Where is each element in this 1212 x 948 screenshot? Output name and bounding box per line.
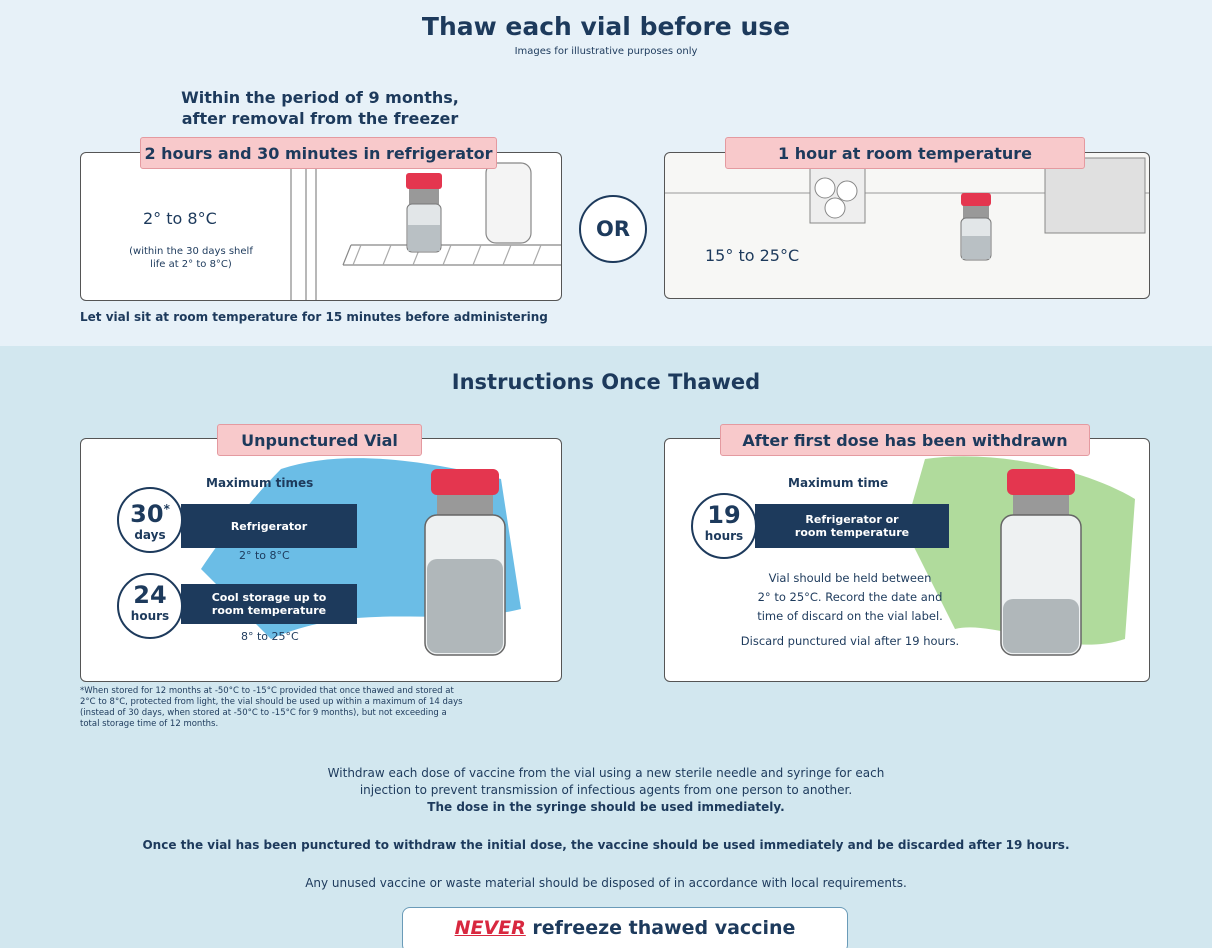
time-badge: 30* days	[117, 487, 183, 553]
body-line: time of discard on the vial label.	[725, 607, 975, 626]
unpunctured-illustration	[81, 439, 561, 681]
range: 2° to 8°C	[239, 549, 290, 562]
never-text: refreeze thawed vaccine	[526, 917, 796, 939]
footnote-line: total storage time of 12 months.	[80, 719, 463, 730]
bar-line: room temperature	[212, 604, 326, 617]
body: Vial should be held between 2° to 25°C. …	[725, 569, 975, 651]
intro: Within the period of 9 months, after rem…	[120, 87, 520, 129]
title: Thaw each vial before use	[0, 12, 1212, 41]
footnote-line: *When stored for 12 months at -50°C to -…	[80, 686, 463, 697]
or-badge: OR	[579, 195, 647, 263]
discard: Discard punctured vial after 19 hours.	[725, 632, 975, 651]
body-line: Vial should be held between	[725, 569, 975, 588]
punctured-panel: Maximum time Refrigerator or room temper…	[664, 438, 1150, 682]
time-badge: 19 hours	[691, 493, 757, 559]
footnote-line: (instead of 30 days, when stored at -50°…	[80, 708, 463, 719]
temp: 2° to 8°C	[143, 209, 217, 228]
punctured-label: After first dose has been withdrawn	[720, 424, 1090, 456]
number: 19	[693, 501, 755, 529]
unit: hours	[693, 529, 755, 543]
never-emphasis: NEVER	[455, 917, 526, 939]
unit: hours	[119, 609, 181, 623]
paragraph-line: Withdraw each dose of vaccine from the v…	[0, 765, 1212, 782]
section-title: Instructions Once Thawed	[0, 370, 1212, 394]
asterisk: *	[164, 502, 170, 516]
unpunctured-panel: Maximum times Refrigerator 2° to 8°C 30*…	[80, 438, 562, 682]
bar-line: room temperature	[795, 526, 909, 539]
intro-line: after removal from the freezer	[120, 108, 520, 129]
page: Thaw each vial before use Images for ill…	[0, 0, 1212, 948]
disposal-note: Any unused vaccine or waste material sho…	[0, 876, 1212, 890]
storage-bar: Cool storage up to room temperature	[181, 584, 357, 624]
temp-note: (within the 30 days shelf life at 2° to …	[101, 245, 281, 271]
subtitle: Images for illustrative purposes only	[0, 46, 1212, 57]
footnote: *When stored for 12 months at -50°C to -…	[80, 686, 463, 730]
note-line: life at 2° to 8°C)	[101, 258, 281, 271]
heading: Maximum times	[206, 476, 313, 490]
intro-line: Within the period of 9 months,	[120, 87, 520, 108]
number: 30	[130, 500, 163, 528]
never-box: NEVER refreeze thawed vaccine	[402, 907, 848, 948]
fridge-panel: 2° to 8°C (within the 30 days shelf life…	[80, 152, 562, 301]
paragraph-line: injection to prevent transmission of inf…	[0, 782, 1212, 799]
note-line: (within the 30 days shelf	[101, 245, 281, 258]
footnote-line: 2°C to 8°C, protected from light, the vi…	[80, 697, 463, 708]
top-note: Let vial sit at room temperature for 15 …	[80, 310, 548, 324]
fridge-label: 2 hours and 30 minutes in refrigerator	[140, 137, 497, 169]
paragraph-line: The dose in the syringe should be used i…	[0, 799, 1212, 816]
unit: days	[119, 528, 181, 542]
punctured-note: Once the vial has been punctured to with…	[0, 838, 1212, 852]
number: 24	[119, 581, 181, 609]
bar-line: Cool storage up to	[212, 591, 327, 604]
body-line: 2° to 25°C. Record the date and	[725, 588, 975, 607]
time-badge: 24 hours	[117, 573, 183, 639]
range: 8° to 25°C	[241, 630, 299, 643]
unpunctured-label: Unpunctured Vial	[217, 424, 422, 456]
storage-bar: Refrigerator or room temperature	[755, 504, 949, 548]
temp: 15° to 25°C	[705, 246, 799, 265]
heading: Maximum time	[788, 476, 888, 490]
storage-bar: Refrigerator	[181, 504, 357, 548]
paragraph: Withdraw each dose of vaccine from the v…	[0, 765, 1212, 816]
room-label: 1 hour at room temperature	[725, 137, 1085, 169]
room-panel: 15° to 25°C	[664, 152, 1150, 299]
bar-line: Refrigerator or	[805, 513, 898, 526]
bar-line: Refrigerator	[231, 520, 307, 533]
room-illustration	[665, 153, 1149, 298]
